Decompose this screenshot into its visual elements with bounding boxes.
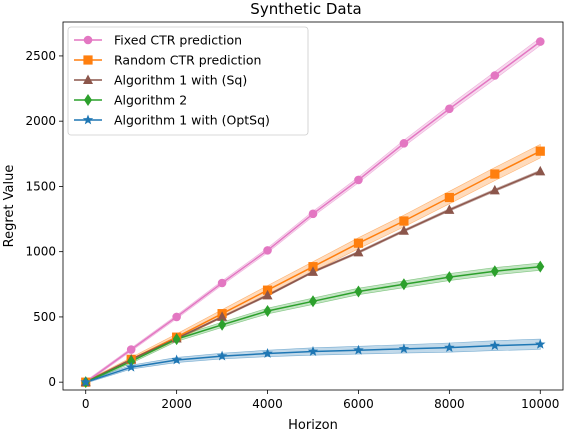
point-series-5 xyxy=(398,343,410,354)
point-series-5 xyxy=(307,346,319,356)
point-series-4 xyxy=(399,278,408,291)
point-series-5 xyxy=(216,350,228,361)
y-axis-label: Regret Value xyxy=(2,165,17,248)
point-series-5 xyxy=(262,348,273,358)
legend-label: Algorithm 1 with (Sq) xyxy=(114,73,247,88)
point-series-1 xyxy=(263,246,272,255)
point-series-5 xyxy=(80,376,91,387)
point-series-1 xyxy=(490,71,500,80)
legend-marker xyxy=(83,74,93,84)
y-tick-label: 0 xyxy=(48,375,56,389)
point-series-4 xyxy=(263,305,272,318)
y-tick-label: 1500 xyxy=(25,179,56,193)
legend-marker xyxy=(84,94,92,106)
point-series-2 xyxy=(490,169,500,179)
point-series-5 xyxy=(126,361,137,372)
legend: Fixed CTR prediction Random CTR predictio… xyxy=(67,26,309,136)
point-series-5 xyxy=(171,354,182,365)
point-series-3 xyxy=(398,225,409,235)
point-series-1 xyxy=(172,312,181,322)
point-series-4 xyxy=(490,265,499,278)
legend-marker xyxy=(83,55,93,65)
point-series-2 xyxy=(399,216,409,226)
point-series-2 xyxy=(353,238,364,248)
point-series-3 xyxy=(535,165,546,176)
point-series-1 xyxy=(399,139,409,148)
legend-label: Random CTR prediction xyxy=(114,53,261,68)
legend-label: Algorithm 2 xyxy=(114,93,187,108)
point-series-4 xyxy=(445,271,454,284)
y-tick-label: 500 xyxy=(33,310,56,324)
series-markers xyxy=(80,37,546,389)
point-series-1 xyxy=(308,209,318,219)
point-series-5 xyxy=(444,342,455,352)
point-series-5 xyxy=(535,338,546,349)
point-series-2 xyxy=(535,146,545,156)
point-series-4 xyxy=(127,355,136,368)
point-series-1 xyxy=(445,104,454,114)
legend-label: Fixed CTR prediction xyxy=(114,33,242,48)
band-series-5 xyxy=(85,338,541,384)
point-series-3 xyxy=(489,184,500,195)
point-series-1 xyxy=(126,345,136,354)
point-series-4 xyxy=(172,333,181,346)
x-axis-label: Horizon xyxy=(288,418,338,432)
legend-marker xyxy=(82,114,94,125)
legend-box xyxy=(67,26,309,136)
x-tick-label: 6000 xyxy=(343,397,374,411)
x-tick-label: 4000 xyxy=(252,397,283,411)
point-series-1 xyxy=(535,37,545,46)
point-series-3 xyxy=(444,204,455,214)
chart-title: Synthetic Data xyxy=(250,0,361,18)
point-series-1 xyxy=(354,175,363,185)
point-series-5 xyxy=(353,344,364,355)
x-tick-label: 2000 xyxy=(161,397,192,411)
y-tick-label: 2500 xyxy=(25,49,56,63)
x-axis: 0 2000 4000 6000 8000 10000 xyxy=(82,390,559,411)
plot-frame xyxy=(62,21,564,391)
point-series-4 xyxy=(218,318,227,331)
point-series-5 xyxy=(489,340,500,351)
x-tick-label: 10000 xyxy=(521,397,559,411)
y-tick-label: 1000 xyxy=(25,245,56,259)
point-series-3 xyxy=(353,246,364,257)
y-axis: 0 500 1000 1500 2000 2500 xyxy=(25,49,63,389)
point-series-1 xyxy=(217,278,227,288)
point-series-3 xyxy=(217,311,228,321)
point-series-4 xyxy=(309,295,317,308)
legend-marker xyxy=(83,35,93,45)
point-series-3 xyxy=(262,289,273,300)
point-series-3 xyxy=(308,266,318,276)
point-series-4 xyxy=(354,285,363,298)
point-series-4 xyxy=(536,260,545,273)
point-series-2 xyxy=(444,192,454,203)
y-tick-label: 2000 xyxy=(25,114,56,128)
x-tick-label: 0 xyxy=(82,397,90,411)
x-tick-label: 8000 xyxy=(434,397,465,411)
legend-label: Algorithm 1 with (OptSq) xyxy=(114,113,270,128)
